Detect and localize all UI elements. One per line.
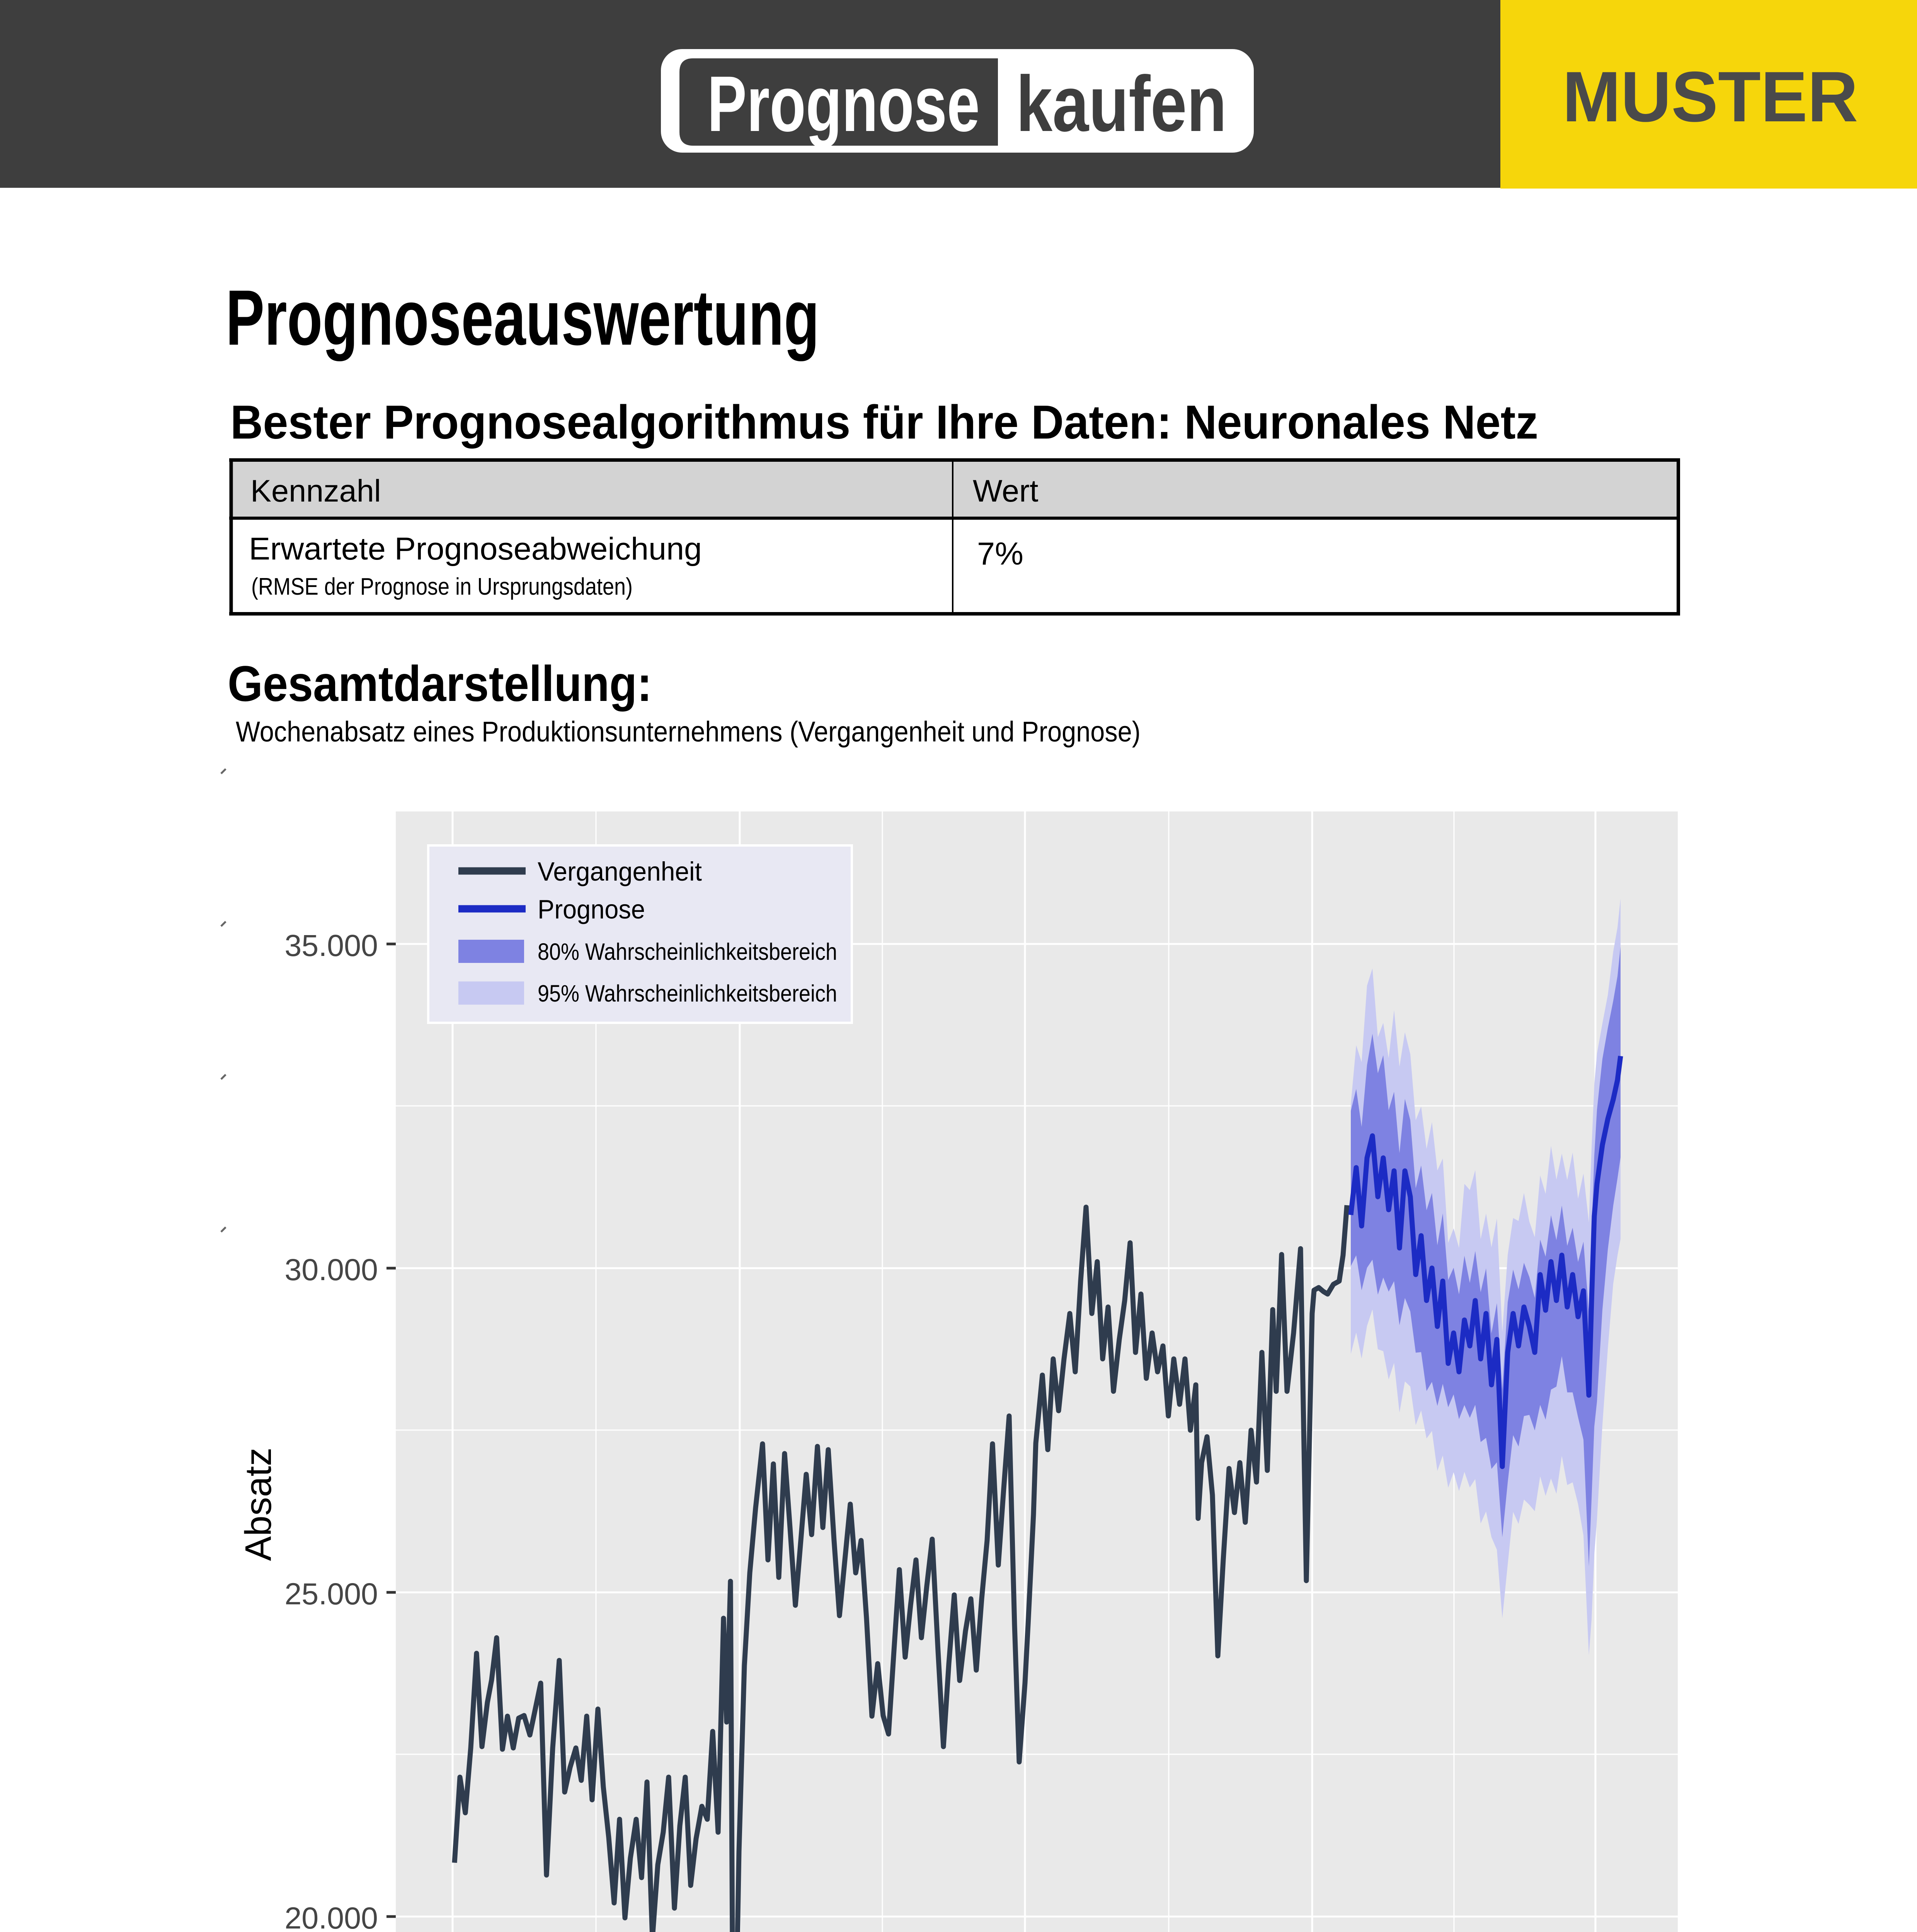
svg-text:80% Wahrscheinlichkeitsbereich: 80% Wahrscheinlichkeitsbereich: [538, 939, 837, 965]
svg-text:MUSTER: MUSTER: [1563, 57, 1858, 137]
svg-text:7%: 7%: [977, 536, 1023, 571]
svg-text:Wochenabsatz eines Produktions: Wochenabsatz eines Produktionsunternehme…: [236, 716, 1141, 748]
svg-text:95% Wahrscheinlichkeitsbereich: 95% Wahrscheinlichkeitsbereich: [538, 980, 837, 1007]
svg-text:Prognoseauswertung: Prognoseauswertung: [226, 274, 819, 362]
svg-text:kaufen: kaufen: [1016, 60, 1227, 148]
svg-text:35.000: 35.000: [284, 928, 378, 963]
svg-text:Erwartete Prognoseabweichung: Erwartete Prognoseabweichung: [249, 531, 702, 566]
svg-text:20.000: 20.000: [284, 1901, 378, 1932]
svg-text:Gesamtdarstellung:: Gesamtdarstellung:: [228, 655, 652, 712]
svg-text:Prognose: Prognose: [707, 60, 980, 148]
svg-text:(RMSE der Prognose in Ursprung: (RMSE der Prognose in Ursprungsdaten): [251, 573, 633, 600]
svg-text:Bester Prognosealgorithmus für: Bester Prognosealgorithmus für Ihre Date…: [230, 396, 1538, 449]
svg-text:Absatz: Absatz: [238, 1447, 279, 1561]
svg-text:30.000: 30.000: [284, 1252, 378, 1287]
svg-text:25.000: 25.000: [284, 1577, 378, 1611]
svg-text:Prognose: Prognose: [538, 895, 645, 924]
svg-text:Kennzahl: Kennzahl: [250, 474, 381, 509]
svg-text:Vergangenheit: Vergangenheit: [538, 857, 702, 886]
svg-text:Wert: Wert: [973, 474, 1039, 509]
